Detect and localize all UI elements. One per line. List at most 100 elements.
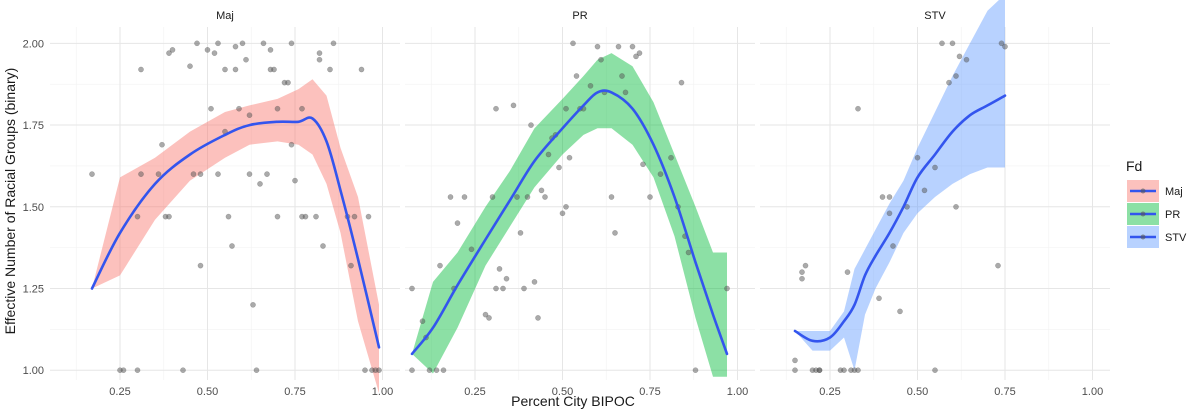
panel-pr: PR 0.25 0.50 0.75 1.00 (405, 10, 755, 398)
data-point (253, 367, 260, 374)
data-point (232, 66, 239, 73)
data-point (271, 66, 277, 73)
data-point (724, 285, 730, 292)
data-point (426, 367, 433, 374)
x-tick-label: 1.00 (1082, 386, 1103, 398)
data-point (932, 367, 938, 374)
data-point (155, 171, 162, 177)
data-point (409, 285, 415, 292)
data-point (1002, 43, 1008, 50)
data-point (447, 194, 454, 200)
data-point (274, 105, 281, 112)
data-point (232, 43, 239, 50)
data-point (250, 301, 256, 308)
data-point (998, 40, 1005, 47)
data-point (358, 66, 365, 73)
data-point (292, 177, 298, 184)
data-point (169, 47, 176, 53)
data-point (946, 79, 952, 86)
data-point (204, 47, 211, 53)
data-point (197, 171, 204, 177)
data-point (510, 102, 517, 109)
data-point (211, 50, 218, 56)
legend-label: PR (1165, 209, 1180, 221)
x-tick-label: 0.50 (907, 386, 928, 398)
data-point (215, 171, 221, 177)
data-point (187, 63, 193, 70)
data-point (409, 367, 415, 374)
data-point (285, 79, 291, 86)
data-point (468, 246, 475, 253)
data-point (879, 194, 886, 200)
data-point (535, 315, 541, 321)
data-point (208, 105, 214, 112)
data-point (222, 66, 228, 73)
data-point (953, 73, 959, 79)
data-point (636, 50, 643, 56)
y-axis-title: Effective Number of Racial Groups (binar… (2, 68, 18, 335)
data-point (521, 285, 527, 292)
facet-strip-label: Maj (216, 10, 234, 22)
panel-stv: STV 0.25 0.50 0.75 1.00 (760, 0, 1110, 398)
data-point (348, 262, 354, 269)
data-point (890, 243, 896, 249)
data-point (517, 230, 524, 236)
data-point (963, 56, 970, 63)
data-point (264, 171, 270, 177)
data-point (134, 367, 141, 374)
data-point (246, 112, 253, 119)
data-point (792, 357, 798, 364)
data-point (197, 262, 204, 269)
data-point (243, 56, 249, 63)
data-point (134, 213, 141, 220)
data-point (612, 230, 618, 236)
data-point (138, 171, 144, 177)
data-point (587, 82, 594, 89)
data-point (799, 275, 805, 282)
data-point (440, 367, 447, 374)
data-point (288, 40, 295, 47)
x-tick-label: 1.00 (372, 386, 393, 398)
data-point (267, 47, 274, 53)
x-tick-label: 0.25 (819, 386, 840, 398)
data-point (640, 161, 646, 168)
data-point (678, 79, 685, 86)
data-point (503, 275, 510, 282)
data-point (482, 311, 489, 318)
data-point (876, 295, 882, 302)
data-point (120, 367, 127, 374)
confidence-band (795, 0, 1005, 371)
data-point (559, 210, 566, 217)
x-tick-label: 1.00 (727, 386, 748, 398)
confidence-band (92, 79, 379, 394)
data-point (454, 220, 461, 226)
data-point (528, 122, 534, 128)
data-point (573, 73, 580, 79)
data-point (566, 154, 573, 161)
data-point (914, 154, 921, 161)
data-point (493, 285, 499, 292)
legend-label: STV (1165, 232, 1187, 244)
y-tick-label: 1.50 (23, 202, 44, 214)
data-point (362, 367, 368, 374)
x-tick-label: 0.75 (284, 386, 305, 398)
data-point (802, 262, 809, 269)
data-point (376, 367, 382, 374)
data-point (692, 367, 699, 374)
data-point (939, 40, 945, 47)
data-point (229, 243, 235, 249)
data-point (932, 164, 938, 171)
data-point (493, 105, 499, 112)
smooth-line (410, 89, 729, 356)
data-point (514, 194, 520, 200)
facet-strip-label: PR (572, 10, 587, 22)
data-point (594, 43, 601, 50)
data-point (841, 367, 847, 374)
smooth-line (90, 116, 381, 349)
data-point (194, 40, 200, 47)
data-point (215, 40, 221, 47)
data-point (316, 56, 323, 63)
data-point (138, 66, 144, 73)
data-point (489, 194, 496, 200)
